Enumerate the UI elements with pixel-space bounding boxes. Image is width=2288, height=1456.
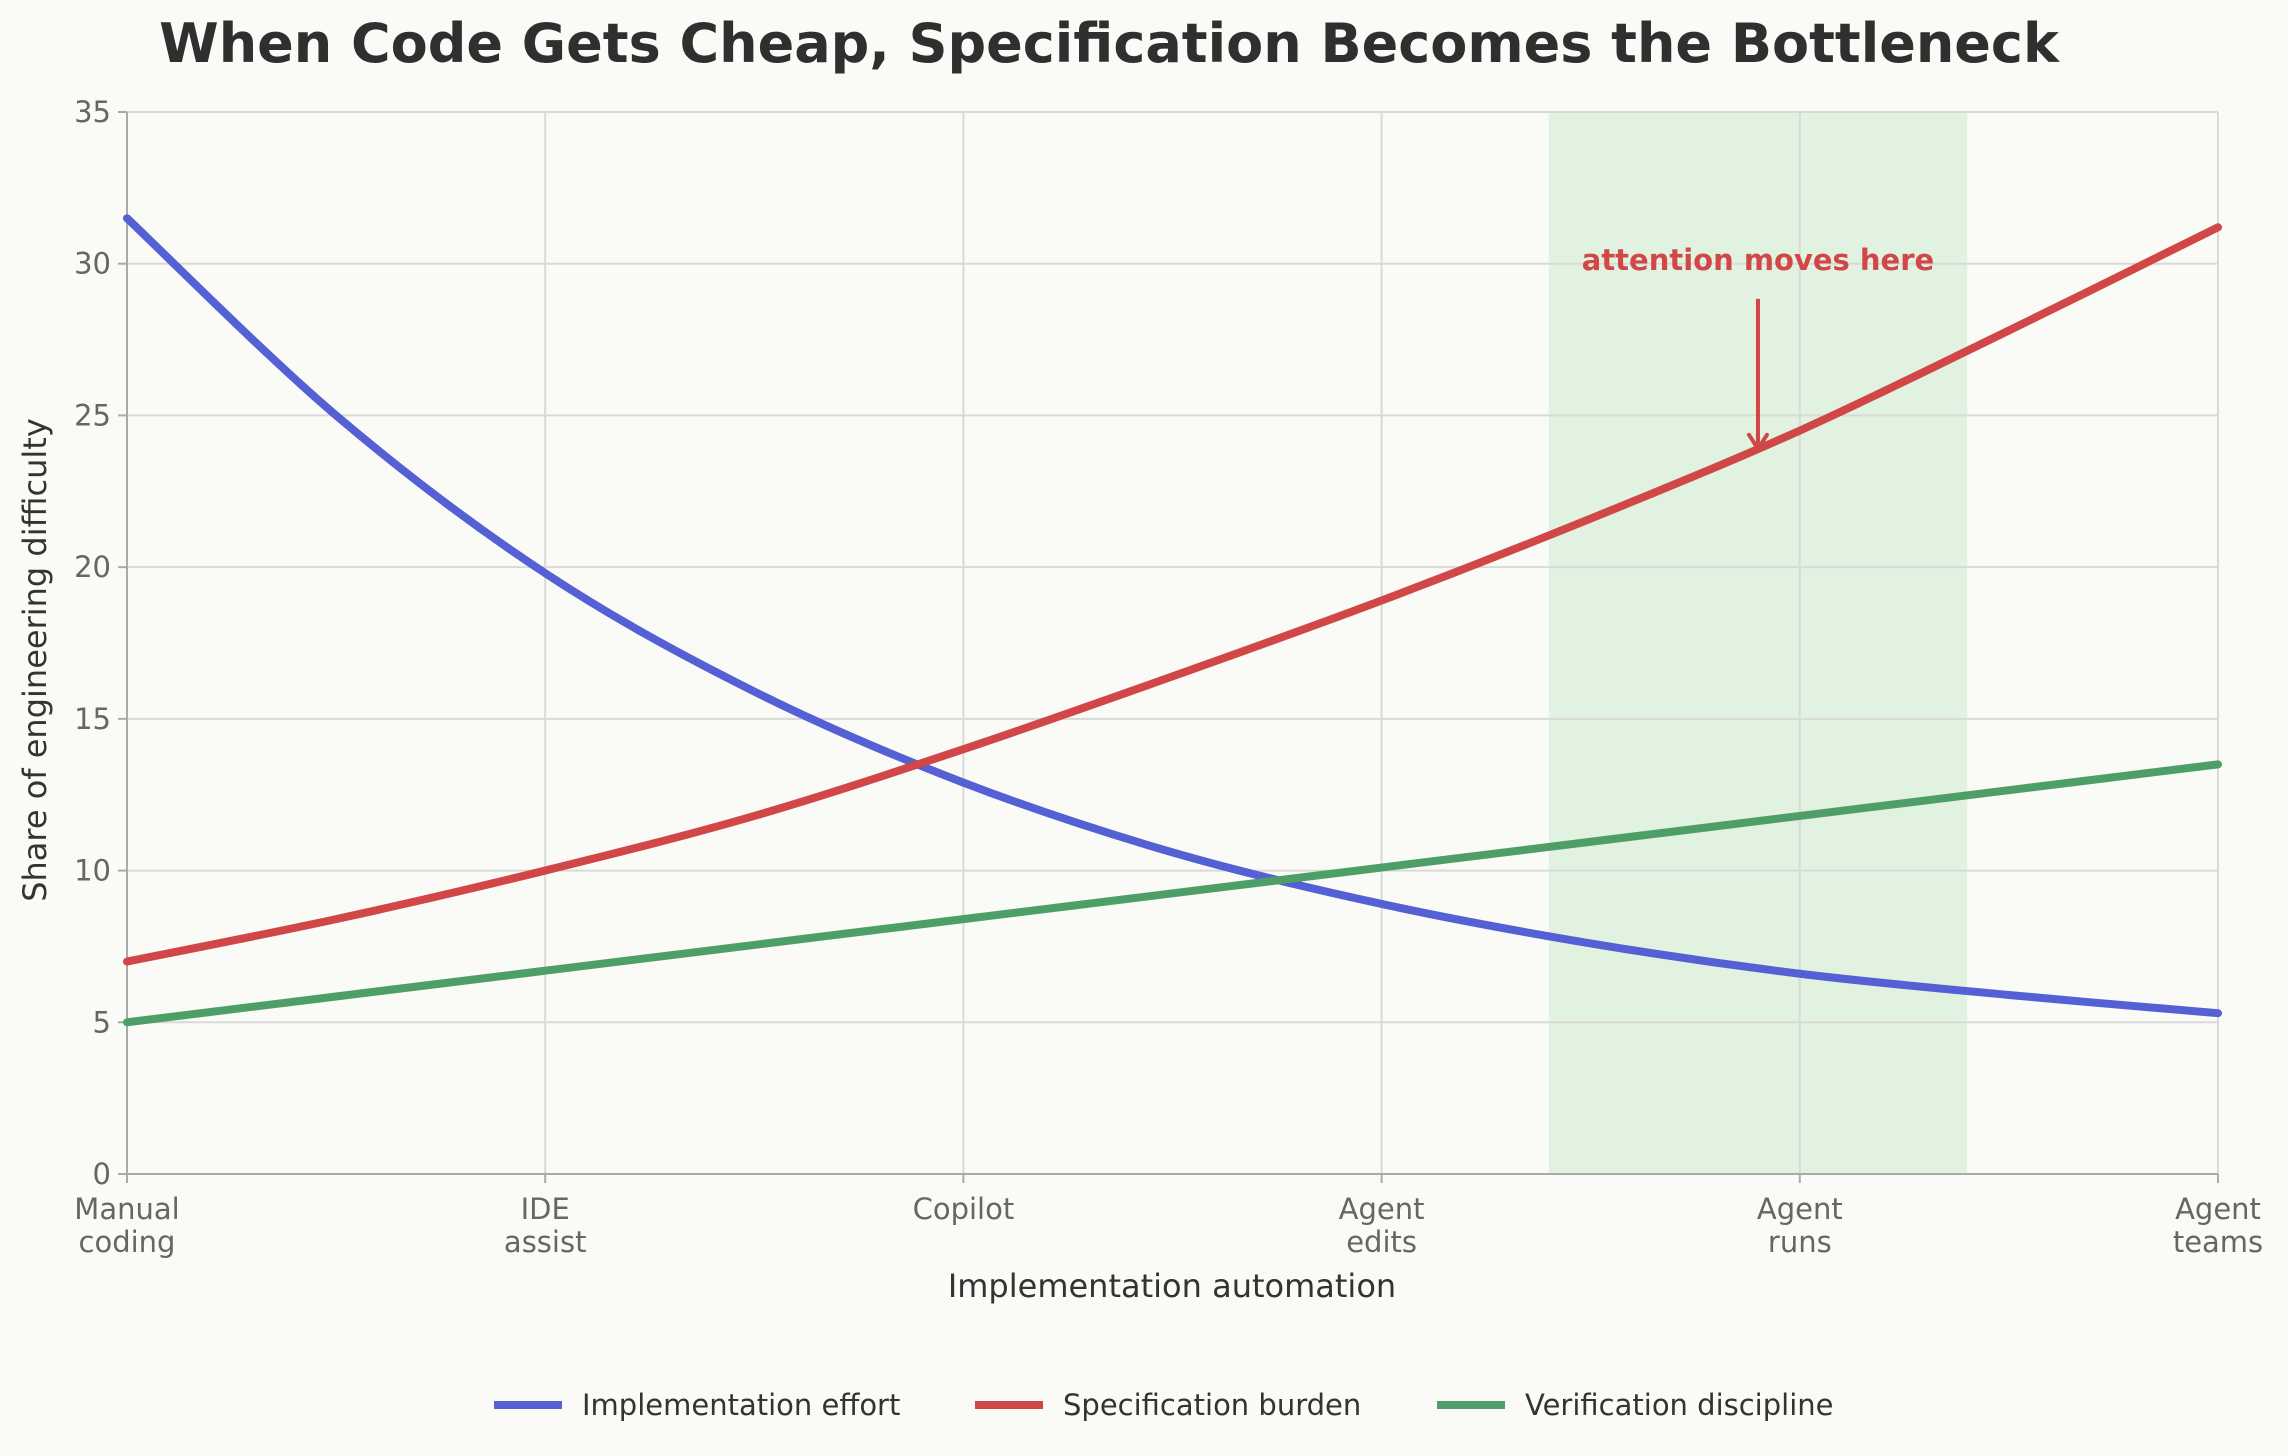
- x-tick-label: Agent edits: [1339, 1192, 1425, 1259]
- highlight-band-layer: [1548, 112, 1968, 1174]
- verification-discipline-line: [123, 760, 2222, 1027]
- x-tick-label: Agent runs: [1757, 1192, 1843, 1259]
- annotation-text: attention moves here: [1582, 243, 1934, 277]
- y-tick-label: 15: [74, 702, 111, 736]
- x-tick-label-line: Agent: [1339, 1192, 1425, 1226]
- x-tick-label-line: Copilot: [913, 1192, 1015, 1226]
- x-tick-label-line: edits: [1346, 1225, 1417, 1259]
- annotation-layer: attention moves here: [1582, 243, 1934, 451]
- specification-burden-line: [123, 223, 2222, 966]
- annotation-arrow-head: [1746, 432, 1769, 451]
- legend: Implementation effort Specification burde…: [494, 1388, 1833, 1422]
- y-tick-label: 25: [74, 398, 111, 432]
- x-tick-label-line: teams: [2173, 1225, 2263, 1259]
- x-tick-label: Manual coding: [74, 1192, 179, 1259]
- y-tick-label: 10: [74, 854, 111, 888]
- chart-title: When Code Gets Cheap, Specification Beco…: [159, 12, 2060, 75]
- x-tick-label-line: coding: [79, 1225, 176, 1259]
- y-tick-label: 35: [74, 95, 111, 129]
- x-tick-label-line: IDE: [521, 1192, 570, 1226]
- x-tick-label-line: runs: [1768, 1225, 1832, 1259]
- x-tick-label: Agent teams: [2173, 1192, 2263, 1259]
- grid-layer: [126, 111, 2219, 1175]
- x-tick-label: IDE assist: [504, 1192, 587, 1259]
- x-tick-label-line: assist: [504, 1225, 587, 1259]
- highlight-band: [1548, 112, 1968, 1174]
- legend-implementation-effort: Implementation effort: [494, 1388, 900, 1422]
- series-layer: [123, 214, 2222, 1027]
- legend-specification-burden: Specification burden: [975, 1388, 1361, 1422]
- axes-layer: 0 5 10 15 20 25 30 35 Manual coding IDE assist Copil…: [74, 95, 2263, 1259]
- y-axis-label: Share of engineering difficulty: [16, 418, 54, 902]
- legend-label: Specification burden: [1063, 1388, 1361, 1422]
- y-tick-label: 20: [74, 550, 111, 584]
- x-tick-label-line: Agent: [1757, 1192, 1843, 1226]
- y-tick-label: 5: [93, 1005, 111, 1039]
- y-tick-label: 30: [74, 247, 111, 281]
- legend-verification-discipline: Verification discipline: [1437, 1388, 1833, 1422]
- x-axis-label: Implementation automation: [948, 1267, 1396, 1305]
- implementation-effort-line: [123, 214, 2222, 1018]
- legend-label: Implementation effort: [582, 1388, 900, 1422]
- legend-label: Verification discipline: [1525, 1388, 1833, 1422]
- y-tick-label: 0: [93, 1157, 111, 1191]
- x-tick-label: Copilot: [913, 1192, 1015, 1226]
- x-tick-label-line: Agent: [2175, 1192, 2261, 1226]
- x-tick-label-line: Manual: [74, 1192, 179, 1226]
